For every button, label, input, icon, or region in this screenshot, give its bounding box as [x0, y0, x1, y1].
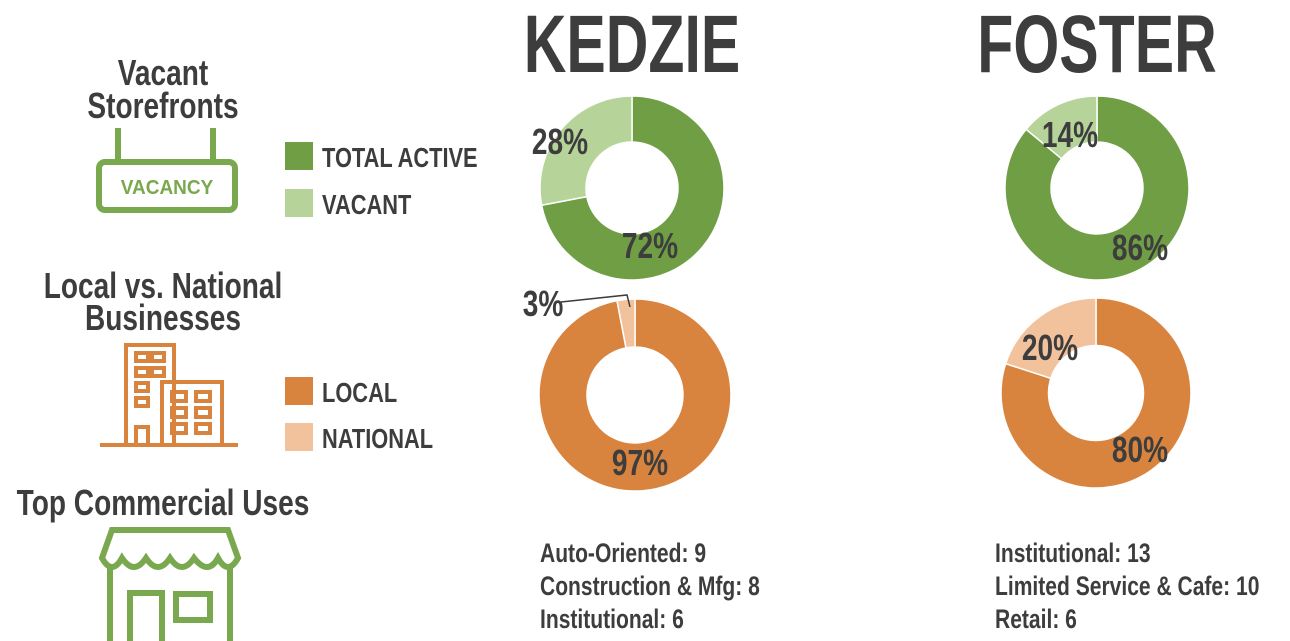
- top-use-group: Institutional: 6: [540, 605, 684, 635]
- section-title: Local vs. National: [44, 266, 283, 306]
- donut-segment: [1004, 95, 1190, 281]
- top-use-group: Auto-Oriented: 9: [540, 539, 706, 569]
- top-use: Institutional: 13: [995, 539, 1151, 569]
- data-label-group: 86%: [1112, 228, 1168, 268]
- data-label: 28%: [532, 122, 588, 162]
- top-use-group: Construction & Mfg: 8: [540, 572, 760, 602]
- donut-segment: [538, 298, 732, 492]
- legend-label: VACANT: [322, 189, 412, 220]
- column-title: KEDZIE: [524, 0, 740, 90]
- leader-line: [560, 294, 631, 308]
- section-title: Businesses: [85, 298, 241, 338]
- legend-label: TOTAL ACTIVE: [322, 142, 478, 173]
- legend-swatch: [285, 189, 313, 217]
- data-label-group: 72%: [622, 226, 678, 266]
- data-label: 20%: [1022, 328, 1078, 368]
- donut-segment: [540, 95, 725, 281]
- section-title: Vacant: [118, 53, 209, 93]
- legend-label-group: TOTAL ACTIVE: [322, 142, 478, 173]
- top-use: Limited Service & Cafe: 10: [995, 572, 1259, 602]
- top-use-group: Limited Service & Cafe: 10: [995, 572, 1259, 602]
- donut-segment: [539, 95, 633, 207]
- section-title-group: Local vs. National: [44, 266, 283, 306]
- section-title-group: Storefronts: [87, 86, 238, 126]
- store-icon: [98, 527, 242, 641]
- top-use-group: Institutional: 13: [995, 539, 1151, 569]
- section-title: Storefronts: [87, 86, 238, 126]
- data-label: 86%: [1112, 228, 1168, 268]
- legend-label-group: NATIONAL: [322, 423, 433, 454]
- icon-label-group: VACANCY: [121, 177, 214, 200]
- legend-swatch: [285, 377, 313, 405]
- donut-segment: [1025, 95, 1098, 160]
- section-title-group: Top Commercial Uses: [17, 483, 310, 523]
- section-title: Top Commercial Uses: [17, 483, 310, 523]
- data-label: 3%: [523, 284, 564, 324]
- data-label: 97%: [612, 443, 668, 483]
- donut-segment: [616, 298, 636, 349]
- building-icon: [100, 343, 238, 447]
- column-title: FOSTER: [977, 0, 1216, 90]
- top-use: Auto-Oriented: 9: [540, 539, 706, 569]
- section-title-group: Vacant: [118, 53, 209, 93]
- column-title-group: KEDZIE: [524, 0, 740, 90]
- top-use-group: Retail: 6: [995, 605, 1077, 635]
- column-title-group: FOSTER: [977, 0, 1216, 90]
- data-label-group: 28%: [532, 122, 588, 162]
- data-label-group: 20%: [1022, 328, 1078, 368]
- vacancy-icon: [96, 128, 238, 213]
- legend-label: LOCAL: [322, 377, 397, 408]
- section-title-group: Businesses: [85, 298, 241, 338]
- data-label-group: 14%: [1042, 115, 1098, 155]
- data-label: 80%: [1112, 430, 1168, 470]
- data-label-group: 80%: [1112, 430, 1168, 470]
- top-use: Construction & Mfg: 8: [540, 572, 760, 602]
- data-label-group: 97%: [612, 443, 668, 483]
- legend-label-group: VACANT: [322, 189, 412, 220]
- data-label: 14%: [1042, 115, 1098, 155]
- top-use: Institutional: 6: [540, 605, 684, 635]
- data-label: 72%: [622, 226, 678, 266]
- legend-swatch: [285, 142, 313, 170]
- icon-label: VACANCY: [121, 177, 214, 200]
- legend-label: NATIONAL: [322, 423, 433, 454]
- legend-label-group: LOCAL: [322, 377, 397, 408]
- donut-segment: [1004, 297, 1097, 380]
- donut-segment: [1000, 297, 1192, 489]
- data-label-group: 3%: [523, 284, 564, 324]
- top-use: Retail: 6: [995, 605, 1077, 635]
- legend-swatch: [285, 423, 313, 451]
